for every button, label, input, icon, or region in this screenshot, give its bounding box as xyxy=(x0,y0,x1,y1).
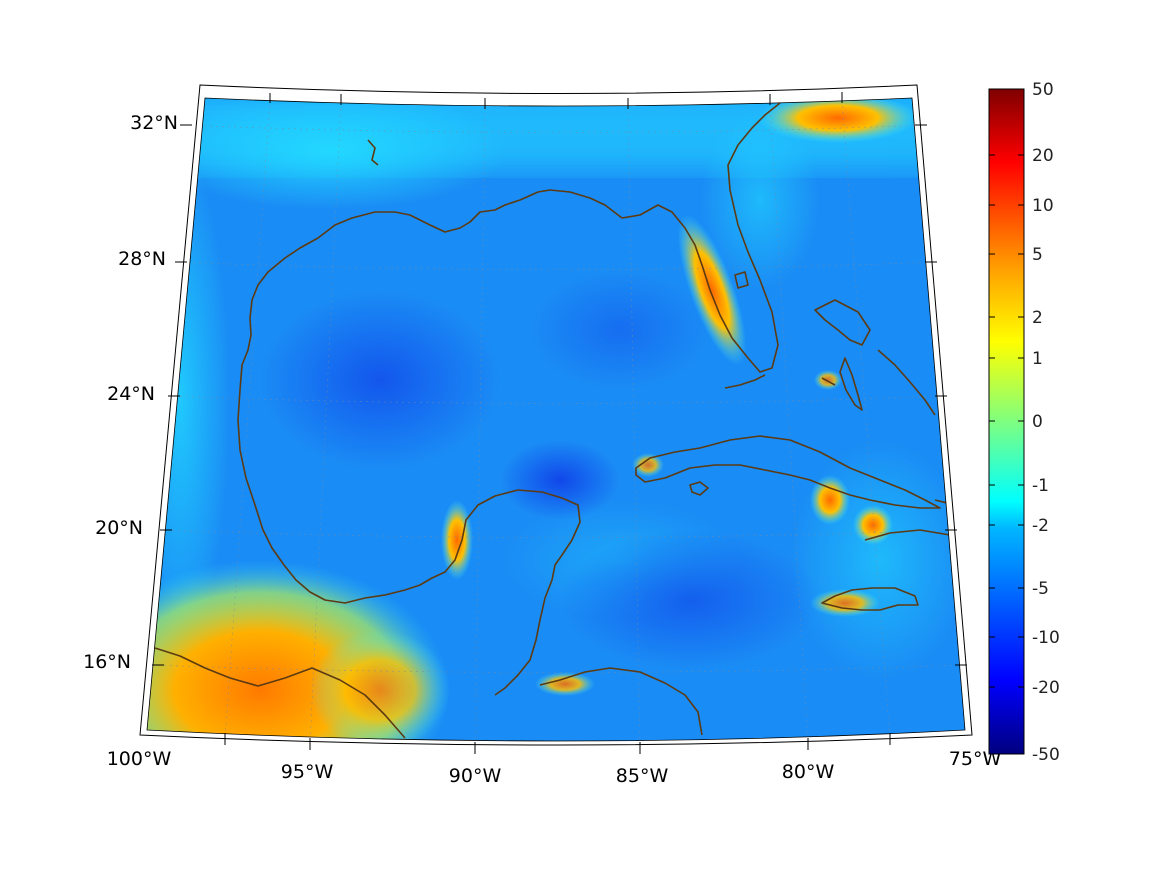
lat-label-28n: 28°N xyxy=(118,248,166,270)
colorbar-label: -10 xyxy=(1032,628,1060,648)
lat-label-20n: 20°N xyxy=(95,517,143,539)
colorbar-label: 10 xyxy=(1032,196,1054,216)
honduras-coast xyxy=(539,667,703,736)
lon-label-95w: 95°W xyxy=(281,761,334,783)
coastlines xyxy=(154,102,965,739)
graticule xyxy=(151,99,963,741)
map-field xyxy=(147,98,965,741)
gulf-coastline xyxy=(237,189,623,696)
lat-label-32n: 32°N xyxy=(130,112,178,134)
florida-coast xyxy=(621,102,781,373)
colorbar-label: 2 xyxy=(1032,308,1043,328)
hispaniola-south xyxy=(864,529,951,541)
lon-label-80w: 80°W xyxy=(782,761,835,783)
lat-label-24n: 24°N xyxy=(107,383,155,405)
lat-label-16n: 16°N xyxy=(83,651,131,673)
colorbar-label: -5 xyxy=(1032,579,1049,599)
colorbar-label: 1 xyxy=(1032,349,1043,369)
lon-label-75w: 75°W xyxy=(949,748,1002,770)
colorbar-label: -1 xyxy=(1032,476,1049,496)
cuba-coast xyxy=(635,435,941,509)
florida-keys xyxy=(724,374,766,389)
bahamas xyxy=(814,299,871,346)
colorbar-label: 0 xyxy=(1032,412,1043,432)
jamaica-coast xyxy=(821,587,919,611)
lon-label-100w: 100°W xyxy=(107,748,172,770)
colorbar-label: -50 xyxy=(1032,745,1060,765)
map-frame xyxy=(139,84,973,746)
colorbar-label: 20 xyxy=(1032,146,1054,166)
colorbar-label: 5 xyxy=(1032,245,1043,265)
colorbar-label: -20 xyxy=(1032,678,1060,698)
lon-label-85w: 85°W xyxy=(616,765,669,787)
lon-label-90w: 90°W xyxy=(449,765,502,787)
central-america-coast xyxy=(154,647,406,739)
frame-ticks xyxy=(152,92,967,754)
colorbar-label: 50 xyxy=(1032,80,1054,100)
colorbar-label: -2 xyxy=(1032,516,1049,536)
